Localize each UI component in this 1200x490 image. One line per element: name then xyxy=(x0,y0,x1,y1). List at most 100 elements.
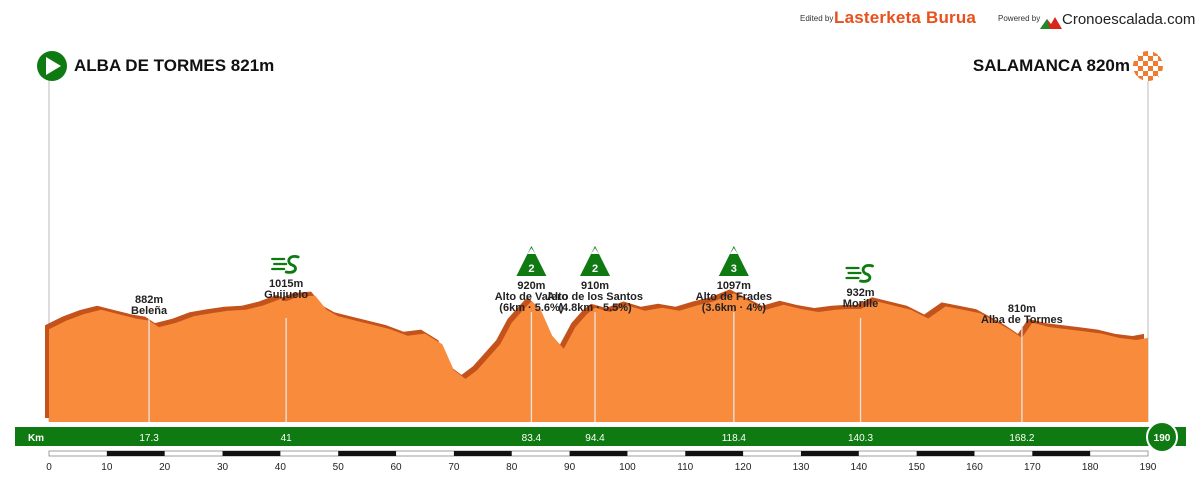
sprint-icon xyxy=(845,264,874,283)
scale-segment xyxy=(800,451,859,456)
finish-checks xyxy=(1133,51,1168,86)
finish-check xyxy=(1138,56,1143,61)
x-tick-label: 20 xyxy=(159,462,171,473)
finish-check xyxy=(1143,71,1148,76)
finish-check xyxy=(1153,61,1158,66)
climb-category-icon xyxy=(718,246,749,276)
waypoint-name: Alto de Valero xyxy=(495,291,569,303)
x-tick-label: 70 xyxy=(448,462,460,473)
x-tick-label: 130 xyxy=(793,462,810,473)
scale-segment xyxy=(338,451,397,456)
powered-logo-text: Cronoescalada.com xyxy=(1062,11,1196,28)
km-bar-value: 118.4 xyxy=(722,433,747,444)
climb-category-label: 2 xyxy=(528,263,534,275)
scale-segment xyxy=(453,451,512,456)
total-distance-badge xyxy=(1146,421,1178,453)
x-tick-label: 60 xyxy=(390,462,402,473)
x-tick-label: 190 xyxy=(1140,462,1157,473)
finish-check xyxy=(1163,51,1168,56)
finish-check xyxy=(1158,56,1163,61)
climb-category-icon xyxy=(516,246,547,276)
km-bar xyxy=(15,427,1186,446)
snow-cap-icon xyxy=(591,248,600,254)
editor-logo-text: Lasterketa Burua xyxy=(834,8,977,27)
finish-check xyxy=(1143,81,1148,86)
km-bar-label: Km xyxy=(28,433,44,444)
edited-by-label: Edited by xyxy=(800,14,834,23)
km-bar-value: 94.4 xyxy=(585,433,605,444)
x-tick-label: 170 xyxy=(1024,462,1041,473)
sprint-s xyxy=(859,264,874,283)
finish-check xyxy=(1133,61,1138,66)
waypoint-name: Guijuelo xyxy=(264,289,308,301)
finish-check xyxy=(1133,51,1138,56)
waypoint-name: Morille xyxy=(843,298,878,310)
total-distance-label: 190 xyxy=(1154,433,1171,444)
waypoint-altitude: 1015m xyxy=(269,278,303,290)
km-bar-value: 41 xyxy=(281,433,293,444)
waypoint-name: Alto de Frades xyxy=(696,291,772,303)
finish-check xyxy=(1148,56,1153,61)
climb-category-label: 3 xyxy=(731,263,737,275)
km-bar-value: 17.3 xyxy=(139,433,159,444)
waypoint-detail: (4.8km · 5.5%) xyxy=(558,302,632,314)
finish-check xyxy=(1143,61,1148,66)
waypoint-name: Alba de Tormes xyxy=(981,314,1063,326)
start-label: ALBA DE TORMES 821m xyxy=(74,56,275,75)
waypoint-altitude: 920m xyxy=(517,280,545,292)
finish-check xyxy=(1153,71,1158,76)
sprint-s xyxy=(284,255,300,274)
finish-check xyxy=(1163,71,1168,76)
waypoint-detail: (6km · 5.6%) xyxy=(499,302,564,314)
finish-check xyxy=(1133,81,1138,86)
waypoint-altitude: 810m xyxy=(1008,303,1036,315)
finish-flag-icon xyxy=(1133,51,1168,86)
waypoint-name: Beleña xyxy=(131,305,168,317)
start-arrow-icon xyxy=(46,57,61,75)
finish-check xyxy=(1133,71,1138,76)
mountain-logo-icon xyxy=(1040,17,1062,29)
finish-check xyxy=(1138,76,1143,81)
waypoint-altitude: 1097m xyxy=(717,280,751,292)
finish-label: SALAMANCA 820m xyxy=(972,56,1130,75)
elevation-profile-area xyxy=(49,293,1148,422)
x-tick-label: 160 xyxy=(966,462,983,473)
waypoint-altitude: 910m xyxy=(581,280,609,292)
x-tick-label: 140 xyxy=(850,462,867,473)
x-tick-label: 30 xyxy=(217,462,229,473)
scale-segment xyxy=(569,451,628,456)
waypoint-detail: (3.6km · 4%) xyxy=(702,302,767,314)
waypoint-altitude: 932m xyxy=(846,287,874,299)
finish-check xyxy=(1143,51,1148,56)
scale-segment xyxy=(106,451,165,456)
climb-category-icon xyxy=(580,246,611,276)
x-tick-label: 90 xyxy=(564,462,576,473)
snow-cap-icon xyxy=(527,248,536,254)
x-tick-label: 150 xyxy=(908,462,925,473)
km-bar-value: 140.3 xyxy=(848,433,873,444)
finish-check xyxy=(1153,81,1158,86)
finish-check xyxy=(1148,76,1153,81)
x-tick-label: 10 xyxy=(101,462,113,473)
x-tick-label: 80 xyxy=(506,462,518,473)
finish-check xyxy=(1163,81,1168,86)
snow-cap-icon xyxy=(729,248,738,254)
scale-segment xyxy=(222,451,281,456)
x-tick-label: 110 xyxy=(677,462,693,473)
waypoint-name: Alto de los Santos xyxy=(547,291,643,303)
x-tick-label: 50 xyxy=(333,462,345,473)
x-tick-label: 0 xyxy=(46,462,52,473)
climb-category-label: 2 xyxy=(592,263,598,275)
scale-segment xyxy=(1032,451,1091,456)
finish-check xyxy=(1158,76,1163,81)
km-bar-value: 168.2 xyxy=(1009,433,1034,444)
finish-check xyxy=(1158,66,1163,71)
waypoint-altitude: 882m xyxy=(135,294,163,306)
km-bar-value: 83.4 xyxy=(522,433,542,444)
x-tick-label: 100 xyxy=(619,462,636,473)
finish-check xyxy=(1148,66,1153,71)
scale-segment xyxy=(685,451,744,456)
finish-check xyxy=(1153,51,1158,56)
